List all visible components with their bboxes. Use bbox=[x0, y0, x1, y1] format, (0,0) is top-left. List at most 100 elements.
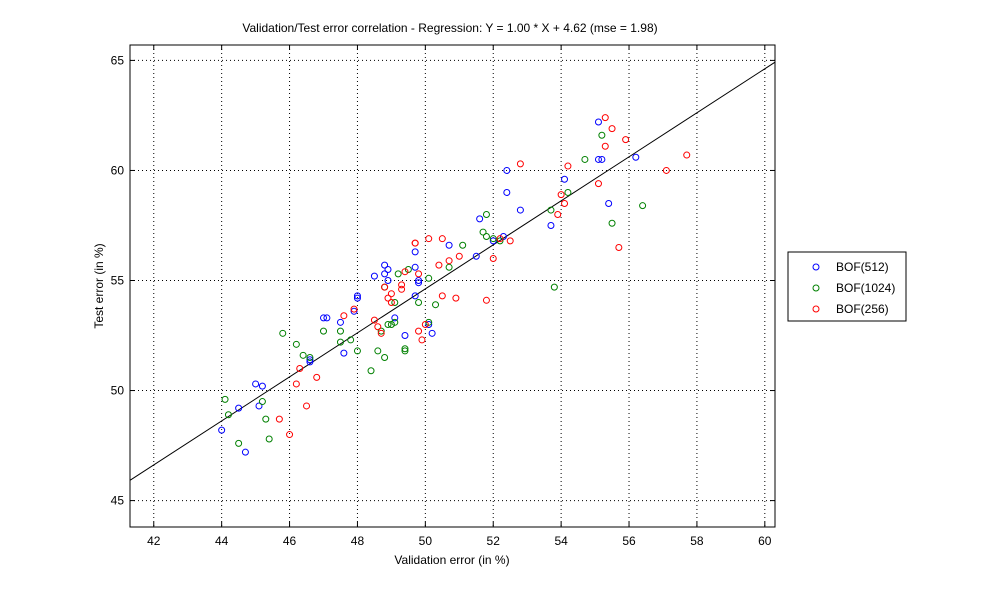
data-point bbox=[425, 235, 433, 243]
data-point bbox=[415, 270, 423, 278]
data-point bbox=[425, 321, 433, 329]
data-point bbox=[561, 199, 569, 207]
data-point bbox=[221, 395, 229, 403]
data-point bbox=[384, 265, 392, 273]
data-point bbox=[336, 318, 344, 326]
y-tick-label: 65 bbox=[111, 53, 125, 67]
data-point bbox=[496, 237, 504, 245]
x-tick-label: 46 bbox=[283, 534, 297, 548]
data-point bbox=[482, 210, 490, 218]
data-point bbox=[350, 307, 358, 315]
data-point bbox=[299, 351, 307, 359]
data-point bbox=[387, 290, 395, 298]
data-point bbox=[445, 257, 453, 265]
data-point bbox=[472, 252, 480, 260]
data-point bbox=[394, 270, 402, 278]
data-point bbox=[411, 239, 419, 247]
data-point bbox=[340, 312, 348, 320]
data-point bbox=[265, 435, 273, 443]
data-point bbox=[258, 398, 266, 406]
data-point bbox=[323, 314, 331, 322]
data-point bbox=[425, 274, 433, 282]
data-point bbox=[381, 283, 389, 291]
data-point bbox=[516, 160, 524, 168]
grid bbox=[130, 45, 775, 527]
data-point bbox=[306, 354, 314, 362]
data-point bbox=[594, 155, 602, 163]
legend-label: BOF(1024) bbox=[836, 281, 895, 295]
data-point bbox=[340, 349, 348, 357]
data-point bbox=[415, 276, 423, 284]
data-point bbox=[350, 305, 358, 313]
data-point bbox=[401, 268, 409, 276]
y-tick-label: 55 bbox=[111, 273, 125, 287]
data-point bbox=[506, 237, 514, 245]
y-tick-label: 60 bbox=[111, 163, 125, 177]
series-BOF(256) bbox=[275, 114, 691, 439]
data-point bbox=[381, 261, 389, 269]
x-tick-label: 56 bbox=[622, 534, 636, 548]
x-axis-label: Validation error (in %) bbox=[394, 553, 509, 567]
data-point bbox=[292, 340, 300, 348]
series-BOF(1024) bbox=[221, 131, 647, 447]
data-point bbox=[279, 329, 287, 337]
data-point bbox=[391, 314, 399, 322]
data-point bbox=[415, 299, 423, 307]
data-point bbox=[557, 191, 565, 199]
data-point bbox=[296, 365, 304, 373]
data-point bbox=[370, 272, 378, 280]
series-BOF(512) bbox=[218, 118, 640, 456]
data-point bbox=[489, 235, 497, 243]
data-point bbox=[632, 153, 640, 161]
data-point bbox=[561, 175, 569, 183]
data-point bbox=[608, 219, 616, 227]
data-point bbox=[306, 358, 314, 366]
data-point bbox=[381, 354, 389, 362]
data-point bbox=[554, 210, 562, 218]
data-point bbox=[594, 118, 602, 126]
data-point bbox=[564, 188, 572, 196]
legend-marker bbox=[812, 284, 820, 292]
data-point bbox=[516, 206, 524, 214]
data-point bbox=[336, 327, 344, 335]
data-point bbox=[435, 261, 443, 269]
data-point bbox=[306, 356, 314, 364]
data-points bbox=[218, 114, 691, 456]
data-point bbox=[262, 415, 270, 423]
data-point bbox=[303, 402, 311, 410]
data-point bbox=[384, 276, 392, 284]
data-point bbox=[381, 270, 389, 278]
data-point bbox=[411, 248, 419, 256]
legend-label: BOF(512) bbox=[836, 260, 889, 274]
data-point bbox=[258, 382, 266, 390]
x-tick-label: 52 bbox=[487, 534, 501, 548]
data-point bbox=[347, 336, 355, 344]
data-point bbox=[601, 114, 609, 122]
data-point bbox=[455, 252, 463, 260]
data-point bbox=[503, 188, 511, 196]
x-tick-label: 60 bbox=[758, 534, 772, 548]
plot-area-frame bbox=[129, 44, 776, 528]
data-point bbox=[608, 125, 616, 133]
data-point bbox=[398, 285, 406, 293]
data-point bbox=[445, 263, 453, 271]
x-tick-label: 50 bbox=[419, 534, 433, 548]
data-point bbox=[482, 232, 490, 240]
legend-label: BOF(256) bbox=[836, 302, 889, 316]
data-point bbox=[391, 299, 399, 307]
data-point bbox=[411, 263, 419, 271]
data-point bbox=[479, 228, 487, 236]
data-point bbox=[353, 294, 361, 302]
data-point bbox=[418, 336, 426, 344]
legend-marker bbox=[812, 263, 820, 271]
data-point bbox=[367, 367, 375, 375]
data-point bbox=[547, 206, 555, 214]
y-tick-label: 50 bbox=[111, 384, 125, 398]
data-point bbox=[384, 294, 392, 302]
data-point bbox=[662, 166, 670, 174]
data-point bbox=[377, 327, 385, 335]
data-point bbox=[313, 373, 321, 381]
data-point bbox=[401, 347, 409, 355]
data-point bbox=[683, 151, 691, 159]
